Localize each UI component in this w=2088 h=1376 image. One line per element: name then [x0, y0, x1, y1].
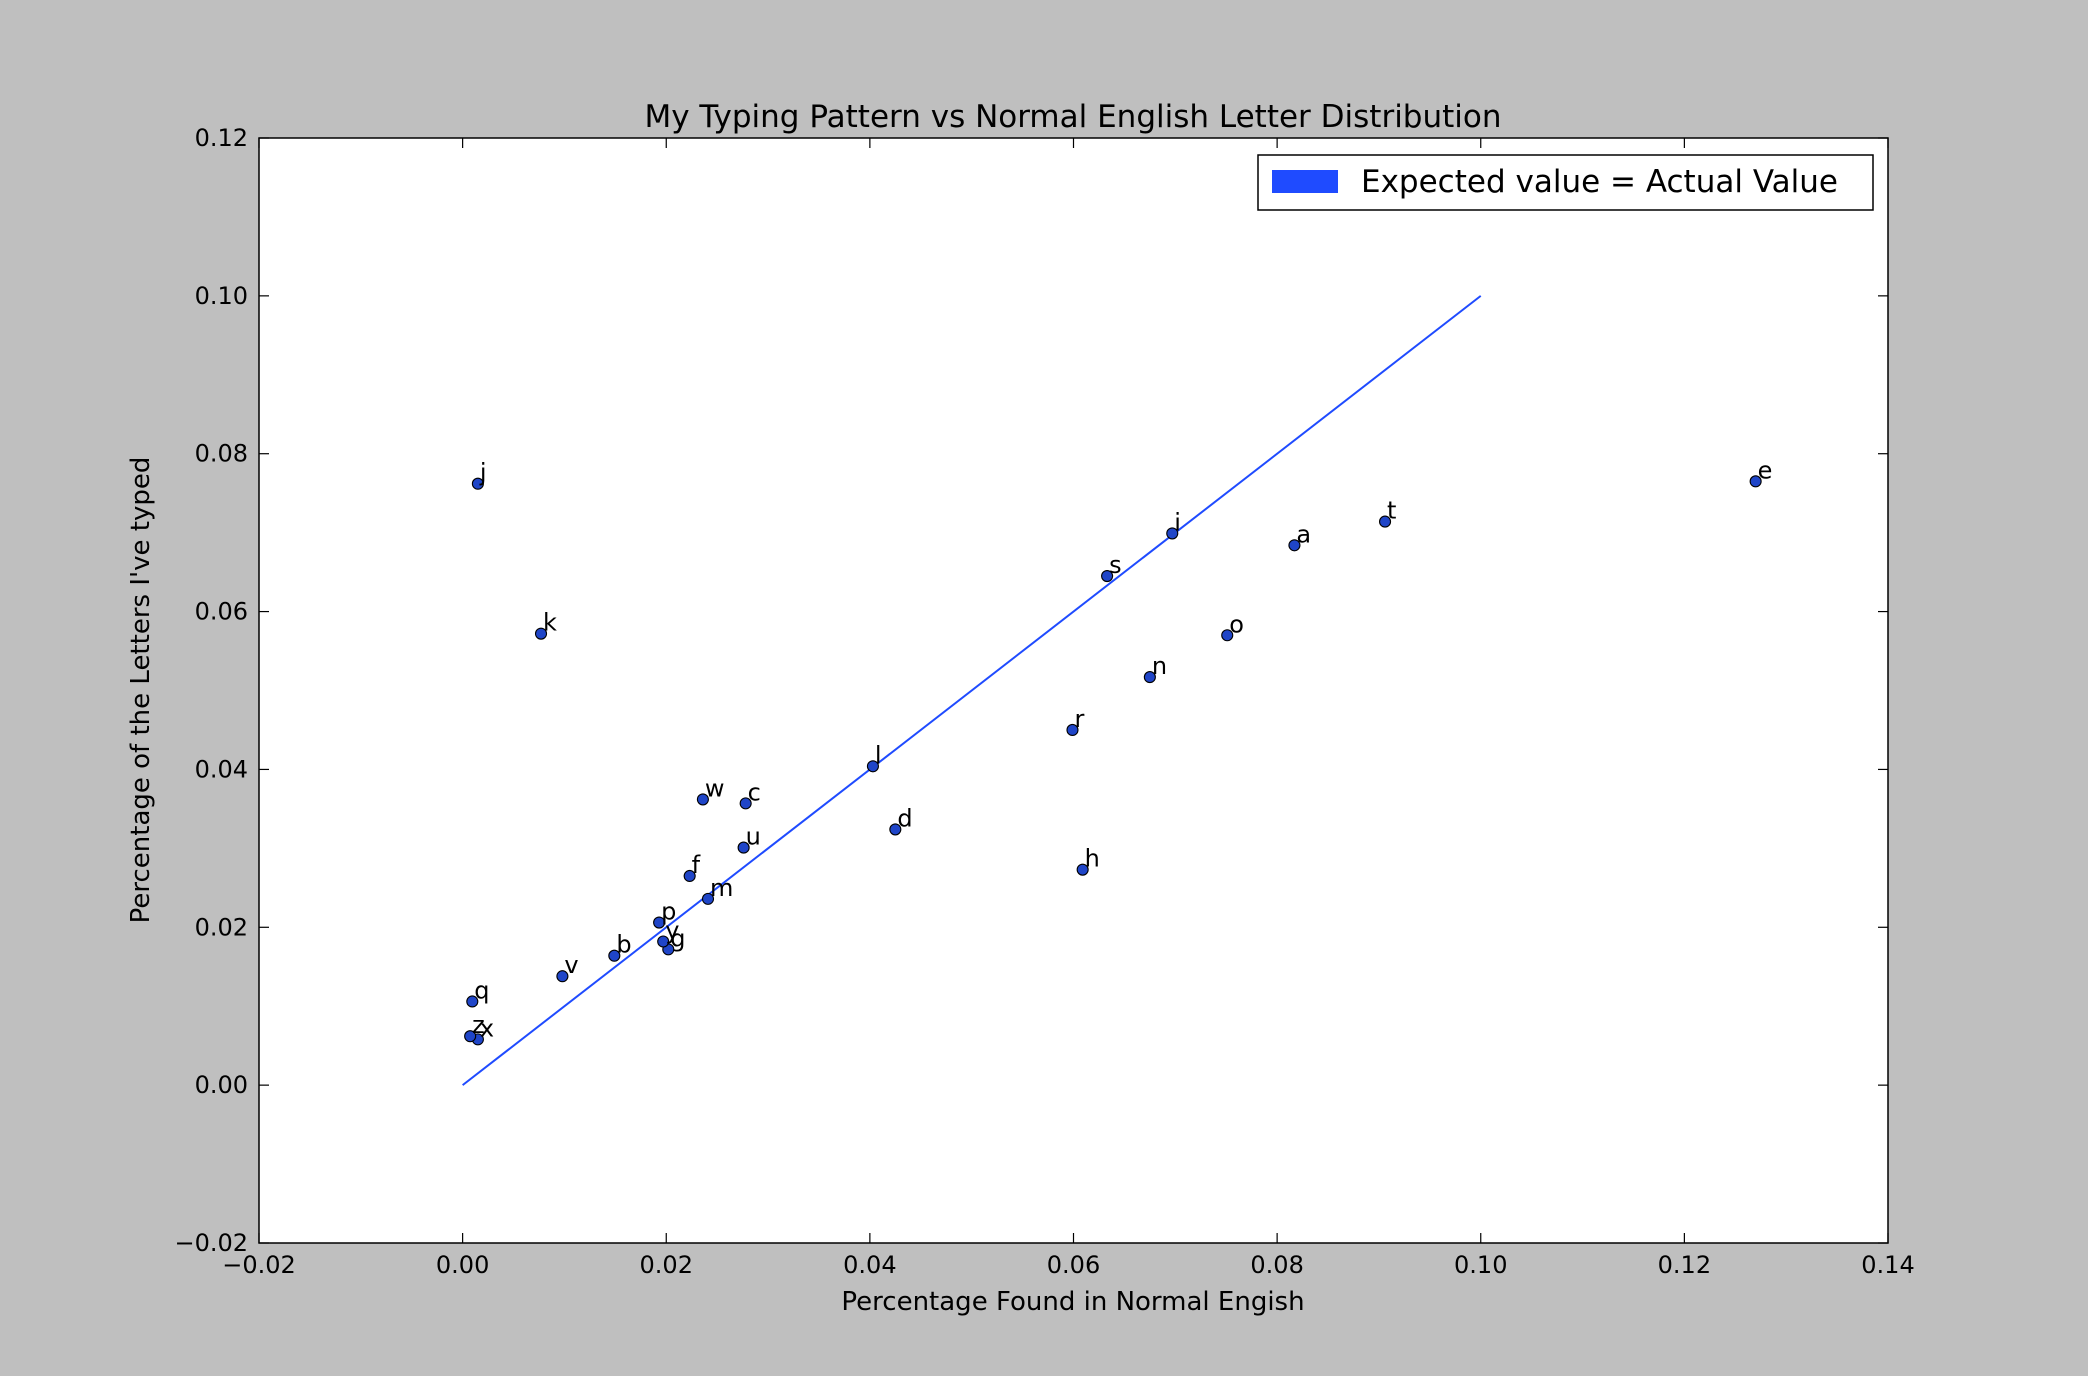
point-label-r: r — [1074, 705, 1084, 733]
reference-line — [462, 295, 1482, 1086]
point-label-c: c — [748, 778, 761, 806]
point-label-p: p — [661, 898, 676, 926]
data-point-d — [889, 823, 902, 836]
x-tick-label: 0.08 — [1250, 1251, 1303, 1279]
x-tick-label: 0.00 — [436, 1251, 489, 1279]
data-point-t — [1378, 515, 1392, 528]
data-point-o — [1221, 629, 1234, 642]
plot-frame — [258, 137, 1889, 1244]
data-point-s — [1101, 570, 1114, 583]
data-point-l — [866, 760, 879, 773]
data-point-b — [608, 949, 621, 962]
point-label-b: b — [616, 931, 631, 959]
point-label-g: g — [670, 924, 685, 952]
point-label-m: m — [710, 874, 733, 902]
y-tick-label: 0.12 — [195, 124, 248, 152]
y-tick-label: 0.08 — [195, 440, 248, 468]
point-label-o: o — [1229, 610, 1244, 638]
y-tick-label: 0.00 — [195, 1071, 248, 1099]
point-label-f: f — [692, 851, 701, 879]
data-point-h — [1076, 863, 1089, 876]
data-point-y — [657, 935, 670, 948]
data-point-k — [534, 627, 548, 640]
point-label-x: x — [480, 1014, 494, 1042]
data-point-v — [556, 970, 569, 983]
point-label-u: u — [746, 823, 761, 851]
x-tick-label: 0.12 — [1658, 1251, 1711, 1279]
legend: Expected value = Actual Value — [1257, 154, 1874, 211]
y-tick-label: 0.02 — [195, 913, 248, 941]
data-point-m — [701, 892, 715, 905]
point-label-d: d — [897, 804, 912, 832]
y-tick-label: −0.02 — [174, 1229, 248, 1257]
point-label-i: i — [1174, 508, 1181, 536]
data-point-w — [696, 793, 709, 806]
x-tick-label: 0.10 — [1454, 1251, 1507, 1279]
legend-box — [1257, 154, 1874, 211]
point-label-k: k — [543, 609, 557, 637]
data-point-z — [464, 1030, 477, 1043]
point-label-e: e — [1758, 456, 1773, 484]
data-points — [464, 475, 1762, 1046]
data-point-u — [737, 841, 750, 854]
point-label-j: j — [479, 459, 487, 487]
data-point-n — [1143, 671, 1156, 684]
point-label-w: w — [705, 774, 725, 802]
point-label-n: n — [1152, 652, 1167, 680]
point-label-l: l — [875, 741, 882, 769]
data-point-i — [1166, 527, 1179, 540]
y-tick-label: 0.04 — [195, 755, 248, 783]
data-point-j — [471, 477, 484, 490]
y-tick-label: 0.10 — [195, 282, 248, 310]
point-label-t: t — [1387, 497, 1396, 525]
point-label-a: a — [1296, 520, 1311, 548]
reference-line-layer — [462, 295, 1482, 1086]
point-label-q: q — [474, 976, 489, 1004]
legend-swatch — [1272, 170, 1338, 193]
legend-label: Expected value = Actual Value — [1361, 164, 1838, 200]
data-point-f — [683, 869, 696, 883]
x-tick-label: 0.02 — [640, 1251, 693, 1279]
point-label-z: z — [472, 1011, 485, 1039]
y-axis-title: Percentage of the Letters I've typed — [126, 457, 156, 924]
point-label-h: h — [1085, 845, 1100, 873]
x-tick-label: −0.02 — [222, 1251, 296, 1279]
data-point-p — [653, 916, 666, 929]
point-label-y: y — [665, 916, 679, 944]
plot-area — [259, 138, 1888, 1243]
y-tick-label: 0.06 — [195, 598, 248, 626]
axis-ticks: −0.02 0.00 0.02 0.04 0.06 0.08 0.10 0.12 0.14 −0.… — [174, 124, 1914, 1279]
data-point-r — [1066, 723, 1079, 737]
data-point-a — [1288, 539, 1301, 552]
x-tick-label: 0.04 — [843, 1251, 896, 1279]
data-point-q — [466, 995, 479, 1008]
point-labels: e t a o i n s h r d l cum w f gyp b v k j xqz — [472, 456, 1772, 1042]
chart-title: My Typing Pattern vs Normal English Lett… — [644, 99, 1501, 135]
data-point-e — [1749, 475, 1762, 488]
data-point-c — [739, 797, 752, 810]
point-label-v: v — [564, 951, 578, 979]
x-tick-label: 0.06 — [1047, 1251, 1100, 1279]
x-axis-title: Percentage Found in Normal Engish — [841, 1287, 1304, 1317]
x-tick-label: 0.14 — [1861, 1251, 1914, 1279]
point-label-s: s — [1109, 551, 1122, 579]
